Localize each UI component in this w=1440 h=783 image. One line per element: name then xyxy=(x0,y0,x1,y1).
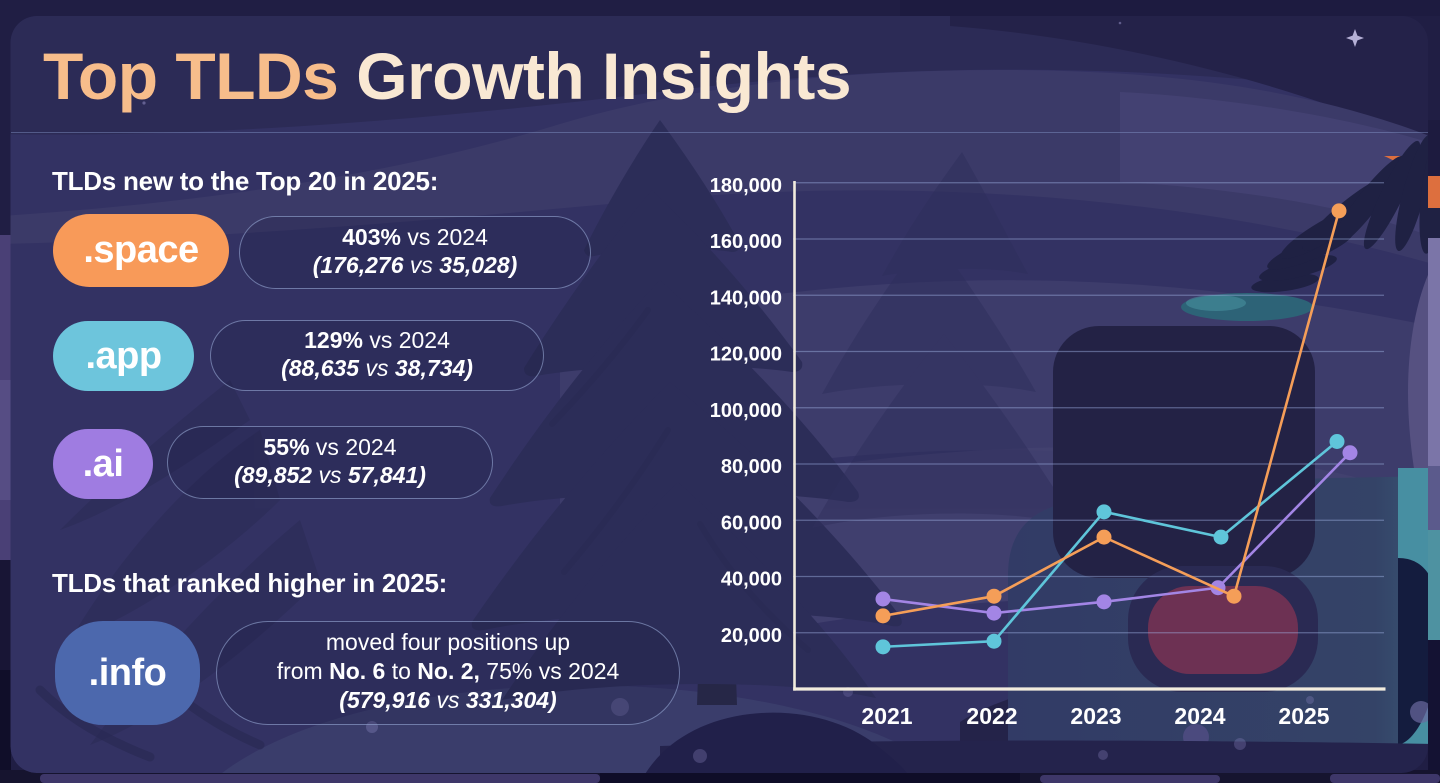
x-tick-label: 2025 xyxy=(1278,703,1329,729)
page-title-rest: Growth Insights xyxy=(338,39,852,113)
stat-box-space: 403% vs 2024 (176,276 vs 35,028) xyxy=(239,216,591,289)
stat-segment: (176,276 xyxy=(312,252,404,278)
y-tick-label: 160,000 xyxy=(710,231,782,253)
series-app xyxy=(875,434,1345,655)
stat-segment: vs xyxy=(403,252,440,278)
stat-segment: (89,852 xyxy=(234,462,313,488)
stat-segment: vs 2024 xyxy=(309,434,397,460)
stat-box-ai: 55% vs 2024 (89,852 vs 57,841) xyxy=(167,426,493,499)
stat-segment: vs 2024 xyxy=(362,327,450,353)
stat-line: (579,916 vs 331,304) xyxy=(339,686,556,715)
stat-segment: (88,635 xyxy=(281,355,360,381)
stat-segment: 331,304) xyxy=(465,687,557,713)
stat-segment: moved four positions up xyxy=(325,629,571,655)
stat-segment: 75% vs 2024 xyxy=(479,658,620,684)
stat-line: 55% vs 2024 xyxy=(264,433,397,461)
x-tick-label: 2024 xyxy=(1174,703,1225,729)
y-tick-label: 60,000 xyxy=(721,512,782,534)
y-tick-label: 100,000 xyxy=(710,400,782,422)
stat-segment: vs xyxy=(312,462,348,488)
stat-line: (88,635 vs 38,734) xyxy=(281,354,473,382)
stat-box-info: moved four positions up from No. 6 to No.… xyxy=(216,621,680,725)
tld-badge-space: .space xyxy=(53,214,229,287)
section-heading-ranked-higher: TLDs that ranked higher in 2025: xyxy=(52,568,448,598)
title-divider xyxy=(11,132,1428,133)
page-title: Top TLDs Growth Insights xyxy=(43,43,852,109)
stat-segment: (579,916 xyxy=(339,687,431,713)
x-tick-label: 2021 xyxy=(861,703,912,729)
y-tick-label: 120,000 xyxy=(710,344,782,366)
stat-line: (176,276 vs 35,028) xyxy=(313,251,518,279)
stat-segment: to xyxy=(385,658,418,684)
stat-segment: 55% xyxy=(263,434,310,460)
stat-line: moved four positions up xyxy=(326,628,570,657)
stat-line: 403% vs 2024 xyxy=(342,223,488,251)
stat-line: (89,852 vs 57,841) xyxy=(234,461,426,489)
stat-segment: No. 6 xyxy=(329,658,386,684)
y-tick-label: 40,000 xyxy=(721,569,782,591)
stat-segment: No. 2, xyxy=(417,658,480,684)
y-tick-label: 80,000 xyxy=(721,456,782,478)
section-heading-new-tlds: TLDs new to the Top 20 in 2025: xyxy=(52,166,439,196)
stat-segment: 35,028) xyxy=(439,252,518,278)
x-tick-label: 2023 xyxy=(1070,703,1121,729)
stat-line: from No. 6 to No. 2, 75% vs 2024 xyxy=(277,657,620,686)
page-title-highlight: Top TLDs xyxy=(43,39,339,113)
stat-segment: vs 2024 xyxy=(400,224,488,250)
stat-segment: vs xyxy=(359,355,395,381)
stat-segment: vs xyxy=(430,687,466,713)
series-ai xyxy=(875,445,1358,621)
stat-segment: 57,841) xyxy=(347,462,426,488)
tld-badge-app: .app xyxy=(53,321,194,391)
stat-line: 129% vs 2024 xyxy=(304,326,450,354)
x-tick-label: 2022 xyxy=(966,703,1017,729)
tld-badge-info: .info xyxy=(55,621,200,725)
tld-badge-ai: .ai xyxy=(53,429,153,499)
branch-illustration xyxy=(1251,134,1428,293)
stat-box-app: 129% vs 2024 (88,635 vs 38,734) xyxy=(210,320,544,391)
stat-segment: from xyxy=(276,658,330,684)
stat-segment: 38,734) xyxy=(394,355,473,381)
y-tick-label: 140,000 xyxy=(710,287,782,309)
y-tick-label: 20,000 xyxy=(721,625,782,647)
stat-segment: 129% xyxy=(304,327,363,353)
y-tick-label: 180,000 xyxy=(710,175,782,197)
series-space xyxy=(875,203,1347,624)
stat-segment: 403% xyxy=(342,224,401,250)
